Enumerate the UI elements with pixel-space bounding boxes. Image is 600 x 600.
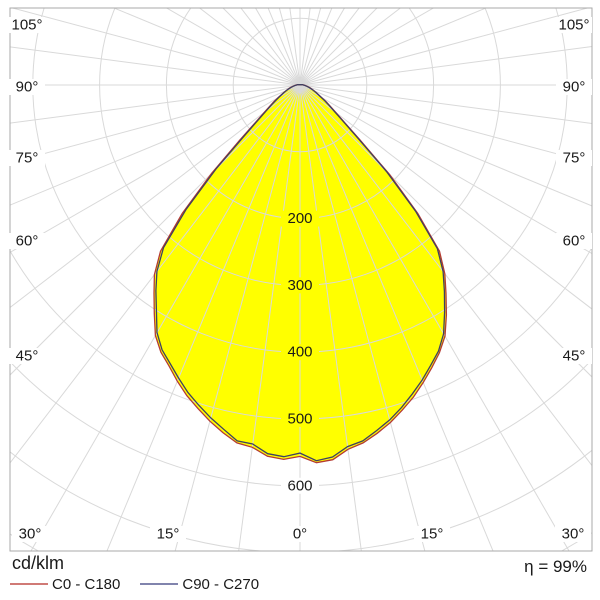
grid-spoke xyxy=(299,84,494,551)
angle-label-bg xyxy=(9,150,45,166)
tick-label-bg xyxy=(281,477,319,494)
grid-spoke xyxy=(299,8,378,86)
grid-spoke xyxy=(222,8,301,86)
grid-spoke xyxy=(198,8,301,86)
grid-spoke xyxy=(240,8,301,86)
angle-label: 75° xyxy=(563,150,586,167)
angle-label: 90° xyxy=(563,79,586,96)
c90-c270-legend-label: C90 - C270 xyxy=(182,575,260,593)
grid-spoke xyxy=(299,46,592,86)
grid-spoke xyxy=(30,84,301,551)
angle-label-bg xyxy=(555,526,591,542)
grid-spoke xyxy=(278,8,301,86)
units-label: cd/klm xyxy=(12,553,65,573)
grid-spoke xyxy=(299,84,592,467)
angle-label-bg xyxy=(556,348,592,364)
grid-spoke xyxy=(299,84,362,551)
angle-label-bg xyxy=(9,79,45,95)
grid-spoke xyxy=(10,8,301,86)
tick-label-bg xyxy=(281,210,319,227)
angle-label: 60° xyxy=(16,233,39,250)
angle-label-bg xyxy=(9,348,45,364)
angle-label: 90° xyxy=(16,79,39,96)
grid-spoke xyxy=(174,84,301,551)
radial-tick-labels: 200 300 400 500 600 xyxy=(281,210,319,494)
grid-spoke xyxy=(299,8,360,86)
angle-label-bg xyxy=(556,17,592,33)
angle-label-bg xyxy=(556,150,592,166)
grid-spoke xyxy=(299,8,322,86)
grid-spoke xyxy=(10,84,301,376)
angle-label-bg xyxy=(556,79,592,95)
tick-label-bg xyxy=(281,411,319,427)
radial-tick-label: 300 xyxy=(287,277,312,294)
tick-label-bg xyxy=(281,344,319,361)
radial-tick-label: 500 xyxy=(287,411,312,428)
angle-label: 30° xyxy=(19,526,42,543)
angle-label-bg xyxy=(282,526,318,542)
grid-spoke xyxy=(106,84,301,551)
grid-spoke xyxy=(299,84,570,551)
polar-photometric-chart: 200 300 400 500 600 105° 90° 75° 60° 45° 105° 90° 7… xyxy=(9,7,593,552)
angle-label-bg xyxy=(9,233,45,249)
c0-c180-legend-label: C0 - C180 xyxy=(52,575,121,593)
grid-spoke xyxy=(299,8,402,86)
grid-spoke xyxy=(10,84,301,309)
angle-label-bg xyxy=(12,526,48,542)
angle-label: 60° xyxy=(563,233,586,250)
grid-spoke xyxy=(10,84,301,464)
beam-curves-layer xyxy=(153,84,448,464)
grid-spoke xyxy=(299,8,590,86)
grid-spoke xyxy=(238,84,301,551)
angle-label-bg xyxy=(414,526,450,542)
grid-spoke xyxy=(10,84,301,124)
angle-label: 75° xyxy=(16,150,39,167)
grid-spoke xyxy=(254,8,301,86)
angle-label: 105° xyxy=(11,17,42,34)
angle-label: 105° xyxy=(558,17,589,34)
c90-c270-curve xyxy=(155,84,446,462)
grid-spoke xyxy=(267,8,301,86)
angle-label: 15° xyxy=(157,526,180,543)
grid-spoke xyxy=(299,84,592,378)
grid-spoke xyxy=(10,84,301,206)
c90-c270-legend-line xyxy=(140,583,179,585)
angle-label: 45° xyxy=(563,348,586,365)
angle-label: 15° xyxy=(421,526,444,543)
angle-label: 30° xyxy=(562,526,585,543)
grid-spoke xyxy=(299,8,488,86)
grid-spoke xyxy=(10,46,301,86)
radial-tick-label: 600 xyxy=(287,477,312,494)
grid-spoke xyxy=(299,84,592,124)
radial-tick-label: 200 xyxy=(287,210,312,227)
grid-spoke xyxy=(299,84,592,207)
angle-label-bg xyxy=(556,233,592,249)
grid-spoke xyxy=(299,84,592,310)
angle-labels: 105° 90° 75° 60° 45° 105° 90° 75° 60° 45° 30° 15° 0°… xyxy=(9,17,592,543)
grid-spoke xyxy=(299,8,333,86)
c0-c180-legend-line xyxy=(10,583,48,585)
chart-frame xyxy=(9,7,593,552)
legend: C0 - C180 C90 - C270 xyxy=(10,574,279,594)
angle-label-bg xyxy=(150,526,186,542)
grid-spoke xyxy=(299,8,346,86)
efficiency-value: η = 99% xyxy=(524,557,587,576)
grid-spoke xyxy=(112,8,301,86)
angle-label: 45° xyxy=(16,348,39,365)
tick-label-bg xyxy=(281,277,319,294)
grid-spoke xyxy=(165,8,301,86)
angle-label: 0° xyxy=(293,526,307,543)
angle-label-bg xyxy=(9,17,45,33)
grid-spoke xyxy=(299,84,426,551)
grid-spoke xyxy=(299,8,435,86)
radial-tick-label: 400 xyxy=(287,344,312,361)
